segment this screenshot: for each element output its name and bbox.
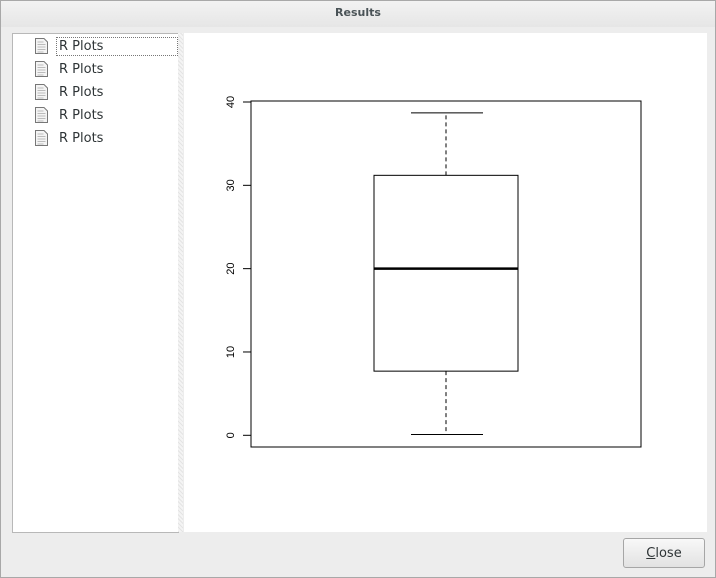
- y-tick-label: 30: [225, 179, 237, 191]
- plot-pane: 0 10 20 30 40: [184, 33, 707, 532]
- list-item-label: R Plots: [59, 107, 104, 123]
- list-item[interactable]: R Plots: [35, 35, 178, 57]
- list-item-label: R Plots: [59, 61, 104, 77]
- close-label: lose: [655, 545, 682, 561]
- document-icon: [35, 61, 48, 77]
- list-item[interactable]: R Plots: [35, 58, 106, 80]
- list-item[interactable]: R Plots: [35, 81, 106, 103]
- iqr-box: [373, 174, 519, 372]
- list-item-label: R Plots: [56, 36, 178, 56]
- y-tick-label: 40: [225, 96, 237, 108]
- document-icon: [35, 130, 48, 146]
- document-icon: [35, 107, 48, 123]
- dialog-title: Results: [1, 1, 715, 27]
- y-tick-label: 0: [225, 432, 237, 438]
- list-item-label: R Plots: [59, 84, 104, 100]
- list-item[interactable]: R Plots: [35, 127, 106, 149]
- list-item[interactable]: R Plots: [35, 104, 106, 126]
- y-tick-label: 10: [225, 346, 237, 358]
- document-icon: [35, 38, 48, 54]
- results-list: R Plots R Plots R Plots R Plots R Plots: [12, 33, 179, 533]
- close-mnemonic: C: [646, 545, 656, 561]
- list-item-label: R Plots: [59, 130, 104, 146]
- document-icon: [35, 84, 48, 100]
- y-tick-label: 20: [225, 263, 237, 275]
- boxplot-chart: 0 10 20 30 40: [225, 96, 642, 448]
- pane-splitter[interactable]: [178, 33, 183, 532]
